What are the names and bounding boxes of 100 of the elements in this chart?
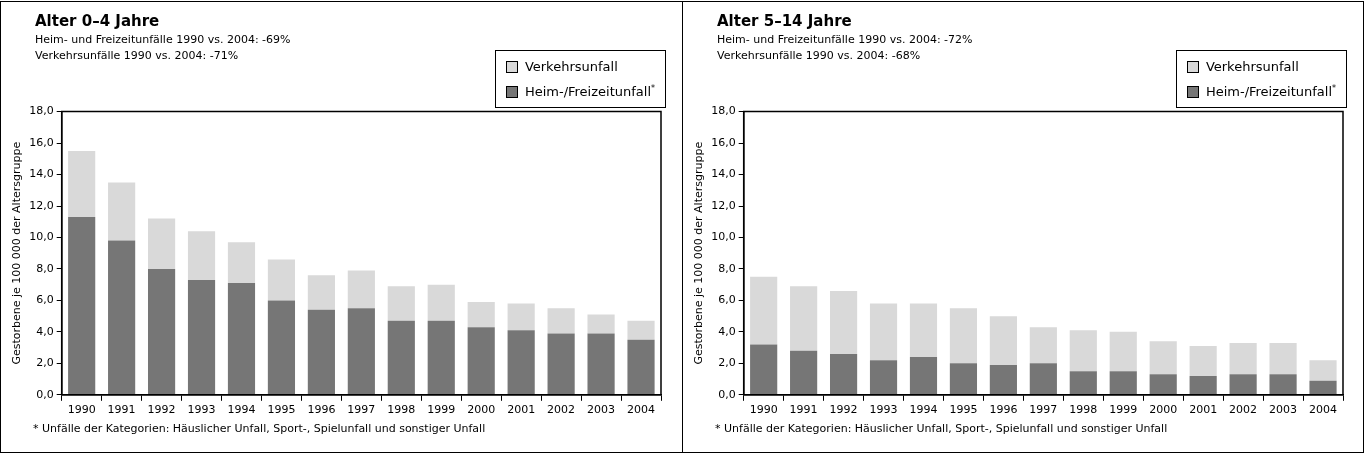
bar — [750, 276, 778, 345]
bar — [1189, 346, 1217, 376]
x-tick-label: 1990 — [749, 403, 778, 417]
y-tick-label: 8,0 — [36, 261, 54, 275]
x-tick-label: 2003 — [587, 403, 616, 417]
bar — [949, 363, 978, 395]
bar — [1029, 327, 1057, 364]
x-tick-label: 1999 — [427, 403, 456, 417]
x-tick-label: 1990 — [67, 403, 96, 417]
y-tick-label: 6,0 — [718, 293, 736, 307]
y-tick-label: 10,0 — [711, 230, 736, 244]
y-tick-label: 2,0 — [718, 356, 736, 370]
bar — [1309, 360, 1337, 381]
bar — [147, 218, 176, 269]
bar — [108, 182, 136, 241]
bar — [869, 360, 898, 395]
x-tick-label: 1997 — [1029, 403, 1058, 417]
y-axis-title: Gestorbene je 100 000 der Altersgruppe — [10, 141, 24, 365]
x-tick-label: 1997 — [347, 403, 376, 417]
text: * Unfälle der Kategorien: Häuslicher Unfall, Sport-, Spielunfall und sonstiger Unfall — [33, 422, 486, 435]
bar — [1149, 374, 1177, 395]
x-tick-label: 2002 — [1229, 403, 1258, 417]
x-tick-label: 1991 — [789, 403, 818, 417]
y-tick-label: 16,0 — [711, 135, 736, 149]
y-tick-label: 6,0 — [36, 293, 54, 307]
x-tick-label: 1999 — [1109, 403, 1138, 417]
x-tick-label: 2004 — [1309, 403, 1338, 417]
y-tick-label: 14,0 — [29, 167, 54, 181]
bar — [750, 344, 778, 395]
bar — [1109, 331, 1137, 372]
bar — [347, 308, 375, 395]
bar — [1229, 342, 1257, 375]
x-tick-label: 2000 — [467, 403, 496, 417]
bar — [1029, 363, 1057, 395]
bar — [68, 150, 96, 218]
legend-label: Heim-/Freizeitunfall$^{*}$ — [1205, 83, 1336, 100]
bar — [587, 333, 615, 395]
chart-title: Alter 5–14 Jahre — [717, 12, 852, 30]
y-axis-title: Gestorbene je 100 000 der Altersgruppe — [692, 141, 706, 365]
y-tick-label: 0,0 — [718, 387, 736, 401]
x-tick-label: 1992 — [829, 403, 858, 417]
legend-label: Verkehrsunfall — [524, 59, 618, 74]
bar — [627, 339, 655, 395]
x-tick-label: 1998 — [1069, 403, 1098, 417]
x-tick-label: 1995 — [267, 403, 296, 417]
bar — [467, 327, 495, 395]
x-tick-label: 2003 — [1269, 403, 1298, 417]
x-tick-label: 1998 — [387, 403, 416, 417]
bar — [507, 330, 535, 395]
bar — [949, 308, 978, 364]
bar — [1109, 371, 1137, 395]
x-tick-label: 1992 — [147, 403, 176, 417]
x-tick-label: 1995 — [949, 403, 978, 417]
legend-label: Heim-/Freizeitunfall$^{*}$ — [524, 83, 655, 100]
bar — [909, 303, 938, 358]
bar — [1309, 380, 1337, 395]
x-tick-label: 1996 — [989, 403, 1018, 417]
bar — [869, 303, 898, 361]
bar — [147, 268, 176, 395]
bar — [507, 303, 535, 331]
bar — [1269, 374, 1297, 395]
x-tick-label: 1993 — [187, 403, 216, 417]
x-tick-label: 2000 — [1149, 403, 1178, 417]
bar — [187, 231, 216, 280]
chart-title: Alter 0–4 Jahre — [35, 12, 160, 30]
y-tick-label: 12,0 — [711, 198, 736, 212]
bar — [790, 350, 818, 395]
bar — [307, 275, 335, 310]
bar — [467, 301, 495, 328]
y-tick-label: 4,0 — [36, 324, 54, 338]
x-tick-label: 2004 — [627, 403, 656, 417]
bar — [547, 333, 575, 395]
bar — [427, 320, 455, 395]
x-tick-label: 1993 — [869, 403, 898, 417]
bar — [307, 309, 335, 395]
bar — [227, 283, 256, 395]
y-tick-label: 14,0 — [711, 167, 736, 181]
y-tick-label: 12,0 — [29, 198, 54, 212]
bar — [587, 314, 615, 334]
bar — [1149, 341, 1177, 375]
bar — [1069, 330, 1097, 372]
x-tick-label: 2001 — [1189, 403, 1218, 417]
bar — [267, 259, 296, 301]
bar — [68, 217, 96, 395]
bar — [387, 286, 415, 321]
bar — [227, 242, 256, 284]
bar — [829, 290, 858, 354]
bar — [108, 240, 136, 395]
x-tick-label: 2002 — [547, 403, 576, 417]
y-tick-label: 0,0 — [36, 387, 54, 401]
x-tick-label: 1991 — [107, 403, 136, 417]
bar — [387, 320, 415, 395]
x-tick-label: 2001 — [507, 403, 536, 417]
bar — [989, 364, 1017, 395]
bar — [627, 320, 655, 340]
bar — [1229, 374, 1257, 395]
bar — [547, 308, 575, 334]
x-tick-label: 1994 — [909, 403, 938, 417]
bar — [1269, 342, 1297, 375]
text: * Unfälle der Kategorien: Häuslicher Unfall, Sport-, Spielunfall und sonstiger Unfall — [715, 422, 1168, 435]
